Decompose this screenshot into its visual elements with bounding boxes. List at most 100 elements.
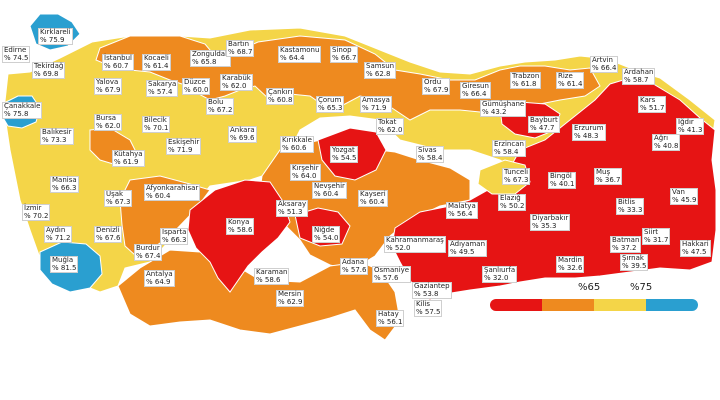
province-label: Eskişehir% 71.9 — [166, 138, 202, 155]
legend-swatch-yellow — [594, 299, 646, 311]
province-name: Denizli — [96, 226, 120, 234]
province-value: % 36.7 — [596, 175, 621, 184]
province-name: Edirne — [4, 46, 27, 54]
province-value: % 57.6 — [342, 265, 367, 274]
province-value: % 62.0 — [222, 81, 247, 90]
province-value: % 60.0 — [184, 85, 209, 94]
province-name: Niğde — [314, 226, 335, 234]
province-label: Kırşehir% 64.0 — [290, 164, 321, 181]
province-name: Nevşehir — [314, 182, 345, 190]
province-label: Bayburt% 47.7 — [528, 116, 560, 133]
province-value: % 66.3 — [52, 183, 77, 192]
province-name: Erzincan — [494, 140, 524, 148]
province-value: % 54.5 — [332, 153, 357, 162]
province-label: Şırnak% 39.5 — [620, 254, 649, 271]
province-value: % 43.2 — [482, 107, 507, 116]
province-label: Iğdır% 41.3 — [676, 118, 705, 135]
province-label: İzmir% 70.2 — [22, 204, 51, 221]
province-value: % 58.7 — [624, 75, 649, 84]
province-name: Hatay — [378, 310, 399, 318]
province-label: Samsun% 62.8 — [364, 62, 397, 79]
province-label: Bitlis% 33.3 — [616, 198, 645, 215]
province-label: Elazığ% 50.2 — [498, 194, 527, 211]
province-value: % 50.2 — [500, 201, 525, 210]
province-value: % 70.1 — [144, 123, 169, 132]
province-name: Siirt — [644, 228, 658, 236]
province-name: Zonguldak — [192, 50, 230, 58]
province-label: Balıkesir% 73.3 — [40, 128, 74, 145]
province-label: Aydın% 71.2 — [44, 226, 73, 243]
province-value: % 66.3 — [162, 235, 187, 244]
province-name: Bitlis — [618, 198, 636, 206]
province-name: Ankara — [230, 126, 255, 134]
province-name: Bingöl — [550, 172, 572, 180]
province-name: Karabük — [222, 74, 251, 82]
province-name: Bartın — [228, 40, 250, 48]
legend: %65 %75 — [490, 282, 698, 320]
province-value: % 60.4 — [314, 189, 339, 198]
province-value: % 61.8 — [512, 79, 537, 88]
province-label: Karabük% 62.0 — [220, 74, 253, 91]
province-name: Uşak — [106, 190, 124, 198]
province-value: % 67.2 — [208, 105, 233, 114]
province-label: Mardin% 32.6 — [556, 256, 585, 273]
province-value: % 67.9 — [424, 85, 449, 94]
province-value: % 71.9 — [362, 103, 387, 112]
province-name: Muş — [596, 168, 611, 176]
province-label: Muğla% 81.5 — [50, 256, 79, 273]
province-value: % 64.9 — [146, 277, 171, 286]
province-value: % 40.8 — [654, 141, 679, 150]
province-label: Kırklareli% 75.9 — [38, 28, 73, 45]
province-value: % 60.6 — [282, 143, 307, 152]
province-value: % 74.5 — [4, 53, 29, 62]
province-name: Rize — [558, 72, 573, 80]
province-value: % 33.3 — [618, 205, 643, 214]
province-name: Giresun — [462, 82, 489, 90]
province-value: % 58.4 — [494, 147, 519, 156]
province-label: Karaman% 58.6 — [254, 268, 290, 285]
province-name: Çankırı — [268, 88, 293, 96]
province-name: Batman — [612, 236, 640, 244]
legend-swatch-orange — [542, 299, 594, 311]
province-name: Aksaray — [278, 200, 307, 208]
province-value: % 40.1 — [550, 179, 575, 188]
province-label: Diyarbakır% 35.3 — [530, 214, 571, 231]
province-value: % 62.0 — [378, 125, 403, 134]
province-label: Osmaniye% 57.6 — [372, 266, 412, 283]
province-label: Bilecik% 70.1 — [142, 116, 171, 133]
legend-threshold-high: %75 — [630, 282, 653, 293]
province-name: Gümüşhane — [482, 100, 525, 108]
province-name: Artvin — [592, 56, 613, 64]
province-label: Tokat% 62.0 — [376, 118, 405, 135]
province-label: Antalya% 64.9 — [144, 270, 175, 287]
province-label: Ankara% 69.6 — [228, 126, 257, 143]
province-label: Konya% 58.6 — [226, 218, 255, 235]
province-value: % 47.5 — [682, 247, 707, 256]
province-value: % 69.6 — [230, 133, 255, 142]
province-name: Amasya — [362, 96, 390, 104]
province-value: % 65.3 — [318, 103, 343, 112]
province-label: Sinop% 66.7 — [330, 46, 359, 63]
province-label: Tunceli% 67.3 — [502, 168, 531, 185]
province-name: Bolu — [208, 98, 224, 106]
province-name: Çorum — [318, 96, 342, 104]
province-name: Trabzon — [512, 72, 540, 80]
province-label: Çorum% 65.3 — [316, 96, 345, 113]
province-label: Afyonkarahisar% 60.4 — [144, 184, 201, 201]
province-value: % 68.7 — [228, 47, 253, 56]
province-label: Mersin% 62.9 — [276, 290, 305, 307]
province-label: Çankırı% 60.8 — [266, 88, 295, 105]
province-value: % 61.4 — [144, 61, 169, 70]
province-label: Sivas% 58.4 — [416, 146, 445, 163]
legend-threshold-low: %65 — [578, 282, 601, 293]
province-value: % 57.6 — [374, 273, 399, 282]
province-name: Kastamonu — [280, 46, 320, 54]
province-label: Hatay% 56.1 — [376, 310, 405, 327]
province-label: Rize% 61.4 — [556, 72, 585, 89]
province-label: Şanlıurfa% 32.0 — [482, 266, 518, 283]
province-name: Karaman — [256, 268, 288, 276]
province-label: Çanakkale% 75.8 — [2, 102, 43, 119]
province-name: Sivas — [418, 146, 437, 154]
province-name: Kütahya — [114, 150, 143, 158]
province-label: Edirne% 74.5 — [2, 46, 31, 63]
